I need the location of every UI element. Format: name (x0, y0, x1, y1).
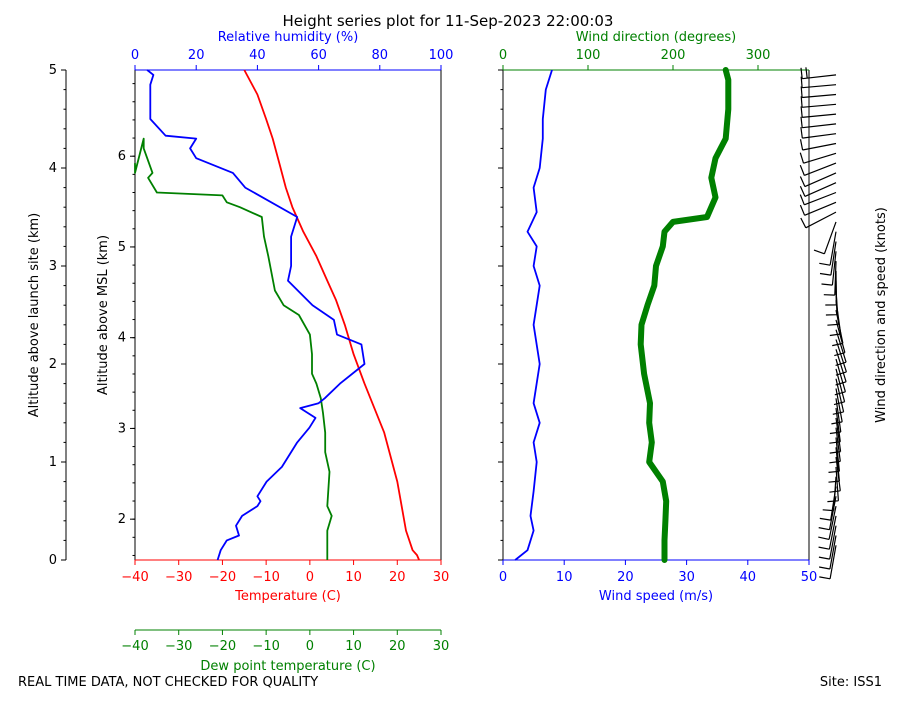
launch-altitude-tick-label: 5 (49, 63, 57, 78)
footer-site: Site: ISS1 (820, 675, 882, 690)
wind-speed-tick-label: 40 (740, 570, 757, 585)
wind-direction-tick-label: 200 (661, 48, 686, 63)
wind-direction-tick-label: 300 (746, 48, 771, 63)
wind-barb (827, 466, 839, 503)
rh-line (146, 69, 366, 561)
wind-barb (800, 96, 837, 108)
dewpoint-tick-label: −40 (121, 639, 148, 654)
dewpoint-axis-label: Dew point temperature (C) (200, 659, 375, 674)
wind-barb (800, 76, 837, 89)
temperature-tick-label: −30 (165, 570, 192, 585)
wind-barb (818, 496, 837, 531)
temperature-line (243, 69, 420, 561)
wind-barb (823, 261, 837, 296)
wind-barb (819, 241, 837, 276)
thermodynamic-panel: 0 1 2 3 4 5 Altitude above launch site (km) 2 3 4… (27, 30, 453, 674)
wind-speed-tick-label: 20 (617, 570, 634, 585)
wind-barb (799, 172, 837, 188)
wind-barb (821, 251, 837, 286)
temperature-tick-label: 0 (306, 570, 314, 585)
temperature-tick-label: −10 (252, 570, 279, 585)
wind-direction-line (637, 67, 732, 563)
wind-barb (799, 152, 837, 164)
wind-barb (800, 67, 837, 80)
wind-barb (799, 182, 837, 197)
wind-barb (813, 221, 837, 255)
wind-barbs (799, 67, 847, 580)
dewpoint-tick-label: −30 (165, 639, 192, 654)
wind-speed-tick-label: 10 (556, 570, 573, 585)
launch-altitude-tick-label: 4 (49, 161, 57, 176)
wind-direction-tick-label: 100 (576, 48, 601, 63)
rh-tick-label: 100 (429, 48, 454, 63)
wind-panel: 0 10 20 30 40 50 Wind speed (m/s) 0 100 200 300 Win… (498, 30, 889, 604)
dewpoint-tick-label: −10 (252, 639, 279, 654)
launch-altitude-tick-label: 0 (49, 553, 57, 568)
wind-barb (834, 319, 846, 357)
wind-barb (818, 525, 837, 560)
temperature-axis-label: Temperature (C) (234, 589, 341, 604)
wind-speed-axis-label: Wind speed (m/s) (599, 589, 713, 604)
wind-barb (799, 201, 837, 216)
rh-tick-label: 20 (188, 48, 205, 63)
wind-barb (822, 476, 837, 512)
rh-tick-label: 40 (249, 48, 266, 63)
wind-barb (800, 211, 837, 229)
launch-altitude-tick-label: 3 (49, 259, 57, 274)
wind-barb (800, 116, 837, 129)
msl-altitude-tick-label: 4 (118, 331, 126, 346)
wind-speed-line (514, 69, 553, 561)
wind-direction-axis-label: Wind direction (degrees) (576, 30, 736, 45)
temperature-tick-label: 20 (389, 570, 406, 585)
wind-barb (800, 106, 837, 118)
temperature-tick-label: 10 (345, 570, 362, 585)
dewpoint-tick-label: 30 (433, 639, 450, 654)
wind-barb (829, 427, 841, 464)
temperature-tick-label: −20 (209, 570, 236, 585)
wind-barb (818, 505, 837, 540)
wind-barb (819, 545, 837, 580)
wind-barb (800, 127, 837, 139)
msl-altitude-axis-label: Altitude above MSL (km) (96, 235, 111, 395)
dewpoint-tick-label: 10 (345, 639, 362, 654)
temperature-tick-label: −40 (121, 570, 148, 585)
rh-tick-label: 80 (372, 48, 389, 63)
wind-speed-tick-label: 0 (499, 570, 507, 585)
wind-barb (799, 139, 837, 151)
launch-altitude-tick-label: 1 (49, 455, 57, 470)
wind-barb (829, 417, 842, 454)
launch-altitude-tick-label: 2 (49, 357, 57, 372)
dewpoint-line (134, 137, 333, 560)
wind-barb-axis-label: Wind direction and speed (knots) (874, 207, 889, 423)
msl-altitude-tick-label: 3 (118, 421, 126, 436)
wind-barb (800, 86, 837, 99)
dewpoint-tick-label: −20 (209, 639, 236, 654)
rh-axis-label: Relative humidity (%) (218, 30, 359, 45)
wind-barb (799, 191, 837, 206)
msl-altitude-tick-label: 5 (118, 240, 126, 255)
rh-tick-label: 0 (131, 48, 139, 63)
wind-barb (828, 437, 840, 473)
launch-altitude-axis-label: Altitude above launch site (km) (27, 213, 42, 417)
dewpoint-tick-label: 0 (306, 639, 314, 654)
chart-title: Height series plot for 11-Sep-2023 22:00… (283, 12, 614, 30)
wind-barb (818, 515, 837, 550)
footer-quality-note: REAL TIME DATA, NOT CHECKED FOR QUALITY (18, 675, 318, 690)
wind-direction-tick-label: 0 (499, 48, 507, 63)
dewpoint-tick-label: 20 (389, 639, 406, 654)
rh-tick-label: 60 (310, 48, 327, 63)
msl-altitude-tick-label: 2 (118, 512, 126, 527)
wind-barb (819, 231, 837, 266)
wind-barb (818, 535, 837, 570)
wind-speed-tick-label: 50 (801, 570, 818, 585)
wind-barb (835, 329, 847, 366)
wind-barb (799, 162, 837, 176)
wind-barb (828, 447, 840, 483)
wind-speed-tick-label: 30 (678, 570, 695, 585)
temperature-tick-label: 30 (433, 570, 450, 585)
msl-altitude-tick-label: 6 (118, 149, 126, 164)
